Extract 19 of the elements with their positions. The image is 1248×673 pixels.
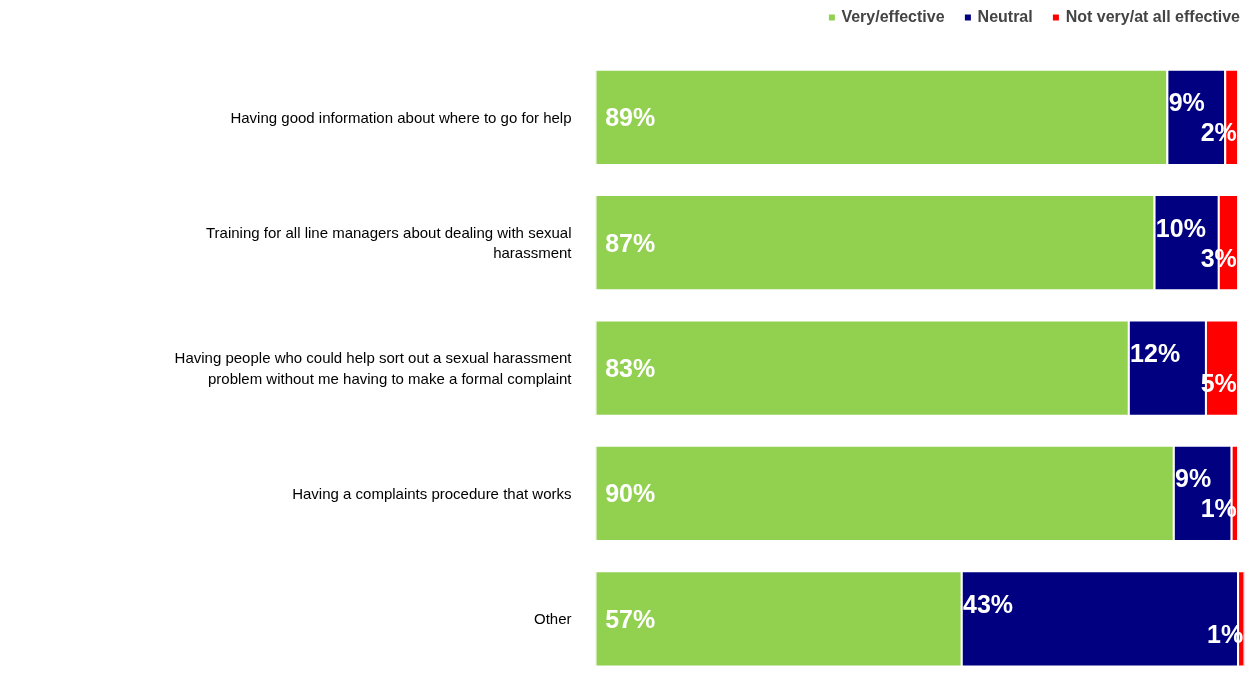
data-label: 43% (963, 589, 1014, 618)
legend-label: Very/effective (841, 8, 945, 26)
data-label: 12% (1130, 339, 1181, 368)
data-label: 9% (1175, 464, 1212, 493)
y-tick-label: Having a complaints procedure that works (292, 484, 572, 502)
data-label: 83% (605, 354, 656, 383)
data-label: 90% (605, 479, 656, 508)
y-tick-label: Other (533, 610, 572, 628)
legend-label: Not very/at all effective (1065, 8, 1240, 26)
data-label: 9% (1168, 88, 1205, 117)
legend-label: Neutral (977, 8, 1033, 26)
data-label: 87% (605, 228, 656, 257)
data-label: 57% (605, 604, 656, 633)
data-label: 89% (605, 103, 656, 132)
y-tick-label: Having people who could help sort out a sexual harassment problem without me having to make a formal complaint (174, 349, 573, 387)
y-tick-label: Training for all line managers about dealing with sexual harassment (206, 224, 573, 262)
data-label: 10% (1155, 213, 1206, 242)
data-label: 3% (1200, 243, 1237, 272)
y-tick-label: Having good information about where to go for help (230, 108, 572, 126)
